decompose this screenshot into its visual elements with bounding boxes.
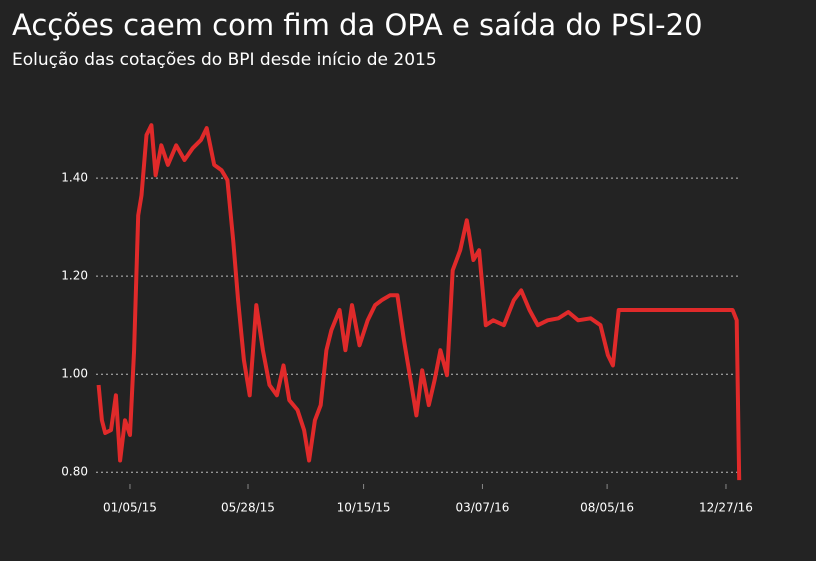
x-tick-label: 10/15/15 (337, 501, 391, 515)
x-tick-label: 05/28/15 (221, 501, 275, 515)
chart-title: Acções caem com fim da OPA e saída do PS… (12, 8, 703, 42)
x-tick-label: 12/27/16 (699, 501, 753, 515)
x-tick-label: 03/07/16 (455, 501, 509, 515)
y-tick-label: 1.00 (61, 367, 88, 381)
y-tick-label: 1.40 (61, 171, 88, 185)
y-tick-label: 0.80 (61, 465, 88, 479)
y-tick-label: 1.20 (61, 269, 88, 283)
x-tick-label: 01/05/15 (103, 501, 157, 515)
chart-subtitle: Eolução das cotações do BPI desde início… (12, 50, 437, 70)
series-line (96, 123, 742, 481)
x-tick-label: 08/05/16 (580, 501, 634, 515)
